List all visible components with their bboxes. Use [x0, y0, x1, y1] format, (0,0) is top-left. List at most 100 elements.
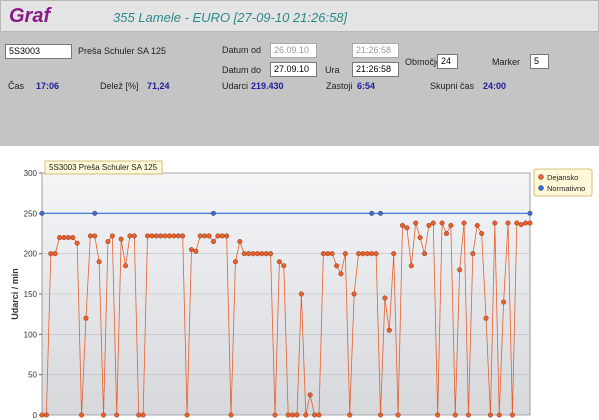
- data-point: [334, 263, 340, 269]
- data-point: [312, 412, 318, 418]
- data-point: [52, 251, 58, 257]
- series-line: [42, 222, 530, 416]
- data-point: [496, 412, 502, 418]
- machine-input[interactable]: 5S3003: [5, 44, 72, 59]
- data-point: [65, 235, 71, 241]
- data-point: [404, 225, 410, 231]
- data-point: [329, 251, 335, 257]
- data-point: [228, 412, 234, 418]
- data-point: [509, 412, 515, 418]
- data-point: [175, 233, 181, 239]
- y-tick-label: 250: [24, 209, 38, 218]
- data-point: [87, 233, 93, 239]
- data-point: [452, 412, 458, 418]
- chart: 0 50 100 150 200 250 300 Udarci / min 5S3003 Pre…: [10, 160, 593, 420]
- data-point: [219, 233, 225, 239]
- time-to-input[interactable]: 21:26:58: [352, 62, 399, 77]
- data-point: [96, 259, 102, 265]
- data-point: [48, 251, 54, 257]
- y-tick-label: 200: [24, 250, 38, 259]
- data-point: [373, 251, 379, 257]
- data-point: [57, 235, 63, 241]
- stat-value: 219.430: [251, 81, 284, 91]
- data-point: [127, 233, 133, 239]
- stat-label: Udarci: [222, 81, 249, 91]
- y-tick-label: 300: [24, 169, 38, 178]
- machine-name: Preša Schuler SA 125: [78, 46, 167, 56]
- data-point: [224, 233, 230, 239]
- data-point: [435, 412, 441, 418]
- marker-input[interactable]: 5: [530, 54, 549, 69]
- data-point: [39, 210, 45, 216]
- data-point: [237, 239, 243, 245]
- data-point: [254, 251, 260, 257]
- data-point: [316, 412, 322, 418]
- data-point: [527, 220, 533, 226]
- data-point: [360, 251, 366, 257]
- header-bar: Graf 355 Lamele - EURO [27-09-10 21:26:5…: [0, 0, 599, 32]
- data-point: [118, 236, 124, 242]
- label: Območje [ur]: [405, 57, 457, 67]
- data-point: [250, 251, 256, 257]
- data-point: [197, 233, 203, 239]
- data-point: [171, 233, 177, 239]
- data-point: [487, 412, 493, 418]
- label: Ura: [325, 65, 340, 75]
- data-point: [215, 233, 221, 239]
- data-point: [136, 412, 142, 418]
- label: Marker: [492, 57, 521, 67]
- data-point: [285, 412, 291, 418]
- data-point: [527, 210, 533, 216]
- data-point: [298, 291, 304, 297]
- data-point: [92, 210, 98, 216]
- date-to-input[interactable]: 27.09.10: [270, 62, 317, 77]
- data-point: [439, 220, 445, 226]
- data-point: [259, 251, 265, 257]
- legend-marker: [538, 185, 544, 191]
- chart-title-box: 5S3003 Preša Schuler SA 125: [44, 160, 163, 175]
- data-point: [61, 235, 67, 241]
- data-point: [70, 235, 76, 241]
- y-tick-label: 50: [28, 371, 37, 380]
- y-tick-label: 150: [24, 290, 38, 299]
- data-point: [162, 233, 168, 239]
- data-point: [347, 412, 353, 418]
- legend-label: Normativno: [547, 184, 585, 193]
- label: Datum od: [222, 45, 262, 55]
- data-point: [470, 251, 476, 257]
- page-subtitle: 355 Lamele - EURO [27-09-10 21:26:58]: [113, 10, 348, 25]
- data-point: [369, 210, 375, 216]
- data-point: [114, 412, 120, 418]
- stat-value: 6:54: [357, 81, 376, 91]
- data-point: [210, 210, 216, 216]
- range-input[interactable]: 24: [437, 54, 458, 69]
- data-point: [303, 412, 309, 418]
- data-point: [408, 263, 414, 269]
- data-point: [514, 220, 520, 226]
- data-point: [263, 251, 269, 257]
- date-from-input[interactable]: 26.09.10: [270, 43, 317, 58]
- data-point: [39, 412, 45, 418]
- data-point: [131, 233, 137, 239]
- data-point: [474, 222, 480, 228]
- data-point: [83, 315, 89, 321]
- data-point: [193, 248, 199, 254]
- chart-title-bg: [44, 160, 163, 175]
- data-point: [153, 233, 159, 239]
- legend-box: [533, 168, 593, 197]
- time-from-input[interactable]: 21:26:58: [352, 43, 399, 58]
- data-point: [320, 251, 326, 257]
- data-point: [492, 220, 498, 226]
- data-point: [79, 412, 85, 418]
- data-point: [457, 267, 463, 273]
- data-point: [413, 220, 419, 226]
- data-point: [109, 233, 115, 239]
- data-point: [184, 412, 190, 418]
- data-point: [443, 230, 449, 236]
- stat-label: Delež [%]: [100, 81, 139, 91]
- data-point: [426, 222, 432, 228]
- data-point: [342, 251, 348, 257]
- data-point: [92, 233, 98, 239]
- data-point: [276, 259, 282, 265]
